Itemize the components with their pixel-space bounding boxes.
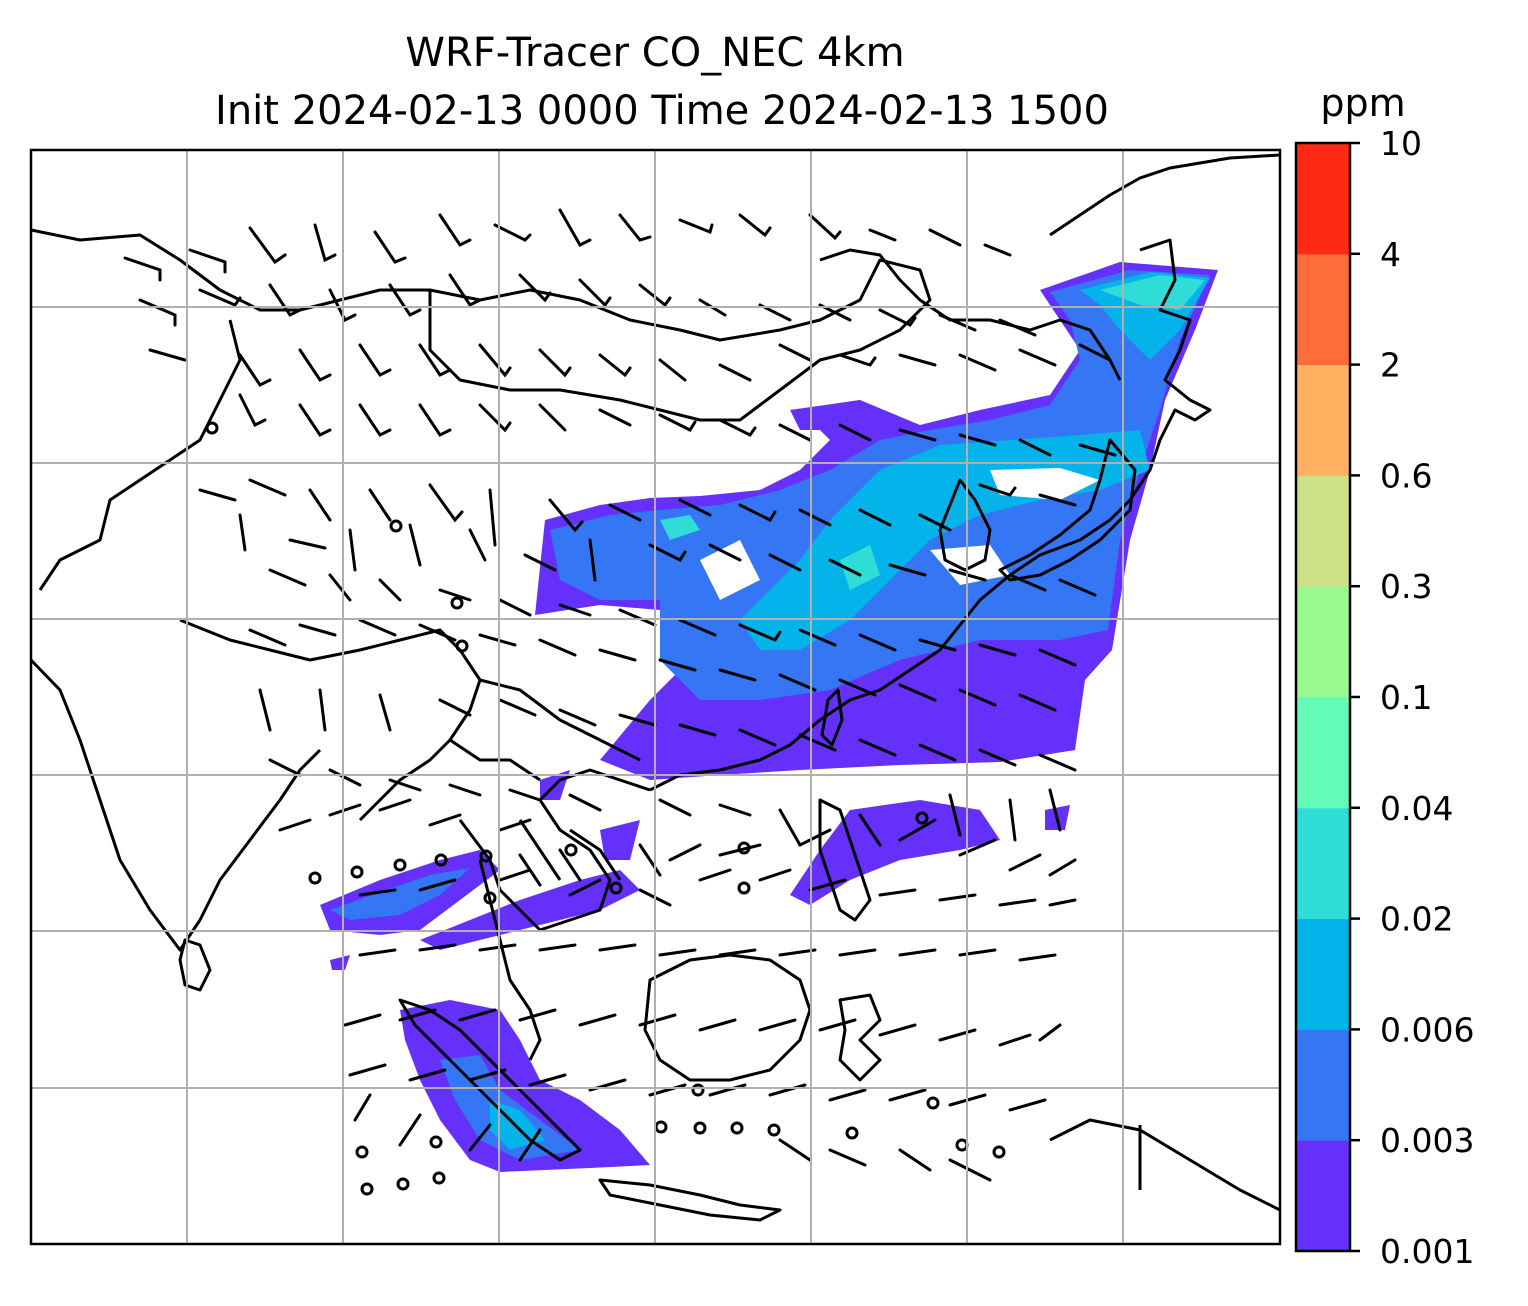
coastline-japan bbox=[998, 438, 1137, 582]
coastline-sulawesi bbox=[838, 993, 882, 1082]
colorbar-tick-label: 0.003 bbox=[1380, 1121, 1474, 1160]
colorbar-segment bbox=[1296, 807, 1350, 920]
coastline-kamchatka-sea bbox=[1108, 238, 1212, 522]
colorbar-tick-label: 0.006 bbox=[1380, 1010, 1474, 1049]
colorbar-tick-label: 0.3 bbox=[1380, 567, 1432, 606]
border-russia-china bbox=[819, 248, 1122, 381]
colorbar-ticks: 0.001 0.003 0.006 0.02 0.04 0.1 0.3 0.6 2 4 10 bbox=[1350, 124, 1474, 1271]
title-line-1: WRF-Tracer CO_NEC 4km bbox=[405, 30, 904, 76]
title-line-2: Init 2024-02-13 0000 Time 2024-02-13 150… bbox=[215, 88, 1109, 134]
coastline-new-guinea bbox=[1049, 1118, 1280, 1212]
coastline-china-east bbox=[649, 518, 1111, 792]
colorbar-segment bbox=[1296, 364, 1350, 476]
plume-south bbox=[400, 1000, 650, 1172]
plume-gap bbox=[700, 468, 1100, 600]
colorbar-segments bbox=[1296, 143, 1350, 1252]
border-southeast-asia bbox=[449, 678, 641, 881]
colorbar-segment bbox=[1296, 143, 1350, 255]
coastline-north bbox=[1049, 153, 1280, 237]
colorbar-segment bbox=[1296, 918, 1350, 1030]
plume-southwest bbox=[320, 850, 640, 950]
gridlines bbox=[31, 150, 1280, 1244]
colorbar: ppm 0.001 0.003 0.006 0.02 0.04 0.1 0.3 0.6 2 4 10 bbox=[1294, 81, 1474, 1271]
calm-markers bbox=[205, 421, 1006, 1196]
coastline-taiwan bbox=[820, 688, 844, 747]
map-panel bbox=[29, 148, 1282, 1246]
colorbar-unit: ppm bbox=[1320, 81, 1405, 125]
colorbar-segment bbox=[1296, 475, 1350, 587]
colorbar-segment bbox=[1296, 1029, 1350, 1141]
colorbar-segment bbox=[1296, 253, 1350, 366]
coastline-india bbox=[31, 658, 322, 952]
border-mongolia bbox=[428, 258, 932, 422]
coastline-sumatra bbox=[398, 998, 582, 1162]
colorbar-segment bbox=[1296, 586, 1350, 698]
plume-southwest-mid bbox=[330, 868, 470, 920]
colorbar-tick-label: 0.001 bbox=[1380, 1232, 1474, 1271]
colorbar-tick-label: 0.6 bbox=[1380, 456, 1432, 495]
map-frame bbox=[29, 148, 1282, 1246]
coastline-java bbox=[598, 1178, 782, 1222]
tracer-fill bbox=[320, 262, 1218, 1172]
colorbar-segment bbox=[1296, 697, 1350, 809]
plume-tail bbox=[790, 800, 1070, 905]
colorbar-frame bbox=[1294, 141, 1352, 1253]
colorbar-tick-label: 4 bbox=[1380, 235, 1401, 274]
coastline-sri-lanka bbox=[178, 938, 212, 992]
coastline-korea bbox=[938, 478, 992, 572]
colorbar-tick-label: 0.04 bbox=[1380, 789, 1453, 828]
colorbar-segment bbox=[1296, 1140, 1350, 1252]
coastline-philippines bbox=[818, 798, 872, 922]
coastline-malay-peninsula bbox=[478, 859, 542, 1061]
colorbar-tick-label: 0.1 bbox=[1380, 678, 1432, 717]
colorbar-tick-label: 2 bbox=[1380, 346, 1401, 385]
colorbar-tick-label: 0.02 bbox=[1380, 900, 1453, 939]
colorbar-tick-label: 10 bbox=[1380, 124, 1422, 163]
wind-barbs bbox=[123, 208, 1117, 1182]
